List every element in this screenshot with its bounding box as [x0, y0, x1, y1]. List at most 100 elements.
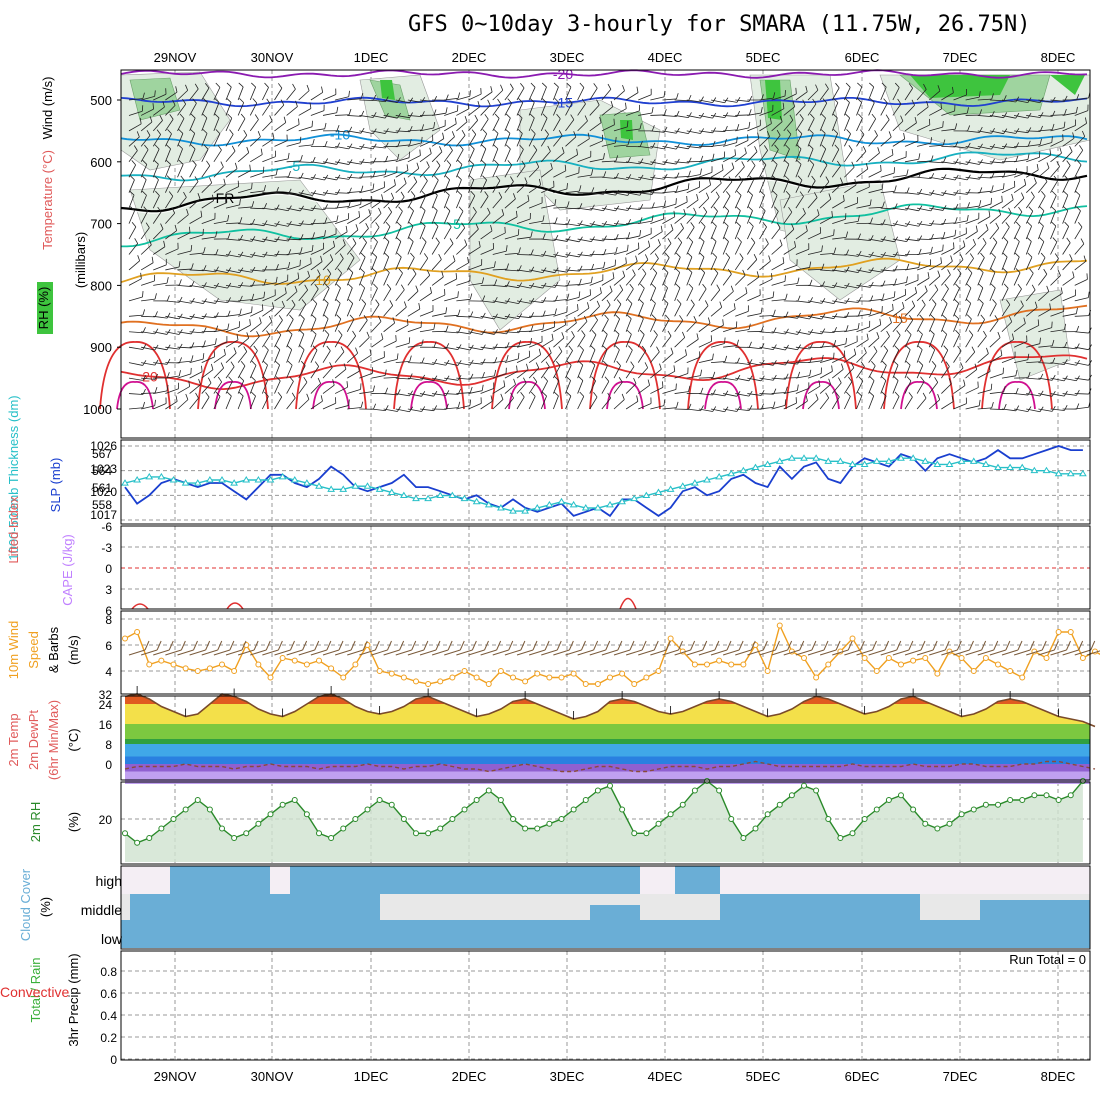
wind-barb	[565, 269, 580, 272]
wind-barb	[1038, 181, 1048, 193]
wind-barb-flag	[651, 142, 656, 149]
wind-speed-marker	[546, 674, 553, 681]
rh-legend-swatch	[37, 282, 53, 334]
wind-barb	[165, 91, 178, 101]
wind-barb-flag	[310, 257, 312, 264]
wind-barb-flag	[227, 323, 230, 330]
wind-barb	[383, 198, 394, 209]
wind-barb-flag	[657, 239, 661, 245]
wind-barb-flag	[791, 223, 795, 230]
wind-barb	[904, 292, 917, 302]
wind-barb-flag	[320, 395, 323, 402]
wind-barb	[1074, 315, 1089, 317]
wind-barb	[601, 291, 613, 302]
wind-barb-flag	[905, 360, 911, 366]
surface-wind-barb	[941, 649, 958, 656]
wind-barb-flag	[877, 147, 880, 154]
wind-barb	[298, 207, 313, 211]
wind-barb-flag	[214, 113, 220, 119]
wind-barb-flag	[457, 309, 461, 316]
wind-speed-marker	[861, 655, 868, 661]
wind-barb	[432, 346, 447, 350]
wind-barb-flag	[284, 287, 287, 294]
thickness-marker	[1018, 463, 1027, 471]
slp-tick-label: 1020	[90, 485, 117, 499]
wind-speed-marker	[910, 657, 917, 664]
wind-barb-flag	[324, 204, 328, 210]
wind-barb-flag	[332, 379, 335, 386]
wind-barb	[347, 145, 362, 150]
surface-wind-barb-flag	[338, 640, 344, 651]
wind-barb	[953, 385, 966, 394]
wind-barb	[286, 238, 301, 241]
wind-barb	[431, 138, 445, 147]
wind-barb	[723, 142, 737, 147]
wind-barb	[916, 381, 925, 394]
wind-barb-flag	[456, 175, 462, 180]
surface-wind-barb-flag	[605, 640, 611, 651]
wind-barb	[262, 295, 276, 302]
wind-barb-flag	[359, 268, 365, 273]
wind-barb	[965, 318, 972, 332]
wind-barb-flag	[1027, 140, 1031, 147]
wind-barb-flag	[670, 224, 674, 230]
wind-barb-flag	[1076, 206, 1081, 212]
cape-axis-label: CAPE (J/kg)	[60, 534, 75, 606]
wind-barb	[941, 288, 949, 302]
wind-barb	[698, 226, 706, 240]
wind-barb	[237, 337, 250, 348]
wind-barb	[250, 190, 265, 194]
wind-barb	[1074, 279, 1088, 286]
wind-barb	[140, 135, 151, 147]
wind-barb	[298, 289, 308, 302]
wind-barb-flag	[652, 268, 658, 274]
wind-barb-flag	[342, 239, 346, 246]
wind-barb-flag	[324, 217, 328, 224]
wind-barb	[165, 212, 176, 224]
wind-barb-flag	[481, 159, 487, 165]
wind-barb-flag	[761, 403, 765, 410]
wind-barb-flag	[724, 138, 727, 145]
wind-barb	[977, 115, 992, 118]
wind-barb-flag	[475, 223, 479, 230]
wind-barb	[832, 254, 847, 256]
wind-barb	[844, 396, 851, 410]
wind-barb-flag	[894, 82, 900, 88]
wind-barb	[832, 300, 847, 304]
wind-barb-flag	[736, 374, 741, 381]
wind-barb	[917, 176, 932, 180]
wind-barb-flag	[300, 247, 303, 254]
surface-wind-barb	[383, 649, 400, 656]
wind-barb	[698, 184, 711, 194]
wind-barb	[177, 103, 187, 116]
thickness-marker	[230, 479, 239, 486]
thickness-marker	[460, 494, 469, 502]
wind-barb-flag	[805, 395, 808, 402]
wind-barb-flag	[276, 329, 282, 335]
wind-barb-flag	[191, 355, 194, 362]
wind-barb	[1013, 323, 1026, 333]
wind-barb-flag	[345, 225, 348, 232]
wind-barb-flag	[239, 98, 244, 103]
wind-barb-flag	[845, 231, 849, 238]
wind-barb	[880, 136, 892, 147]
wind-barb-flag	[192, 98, 197, 104]
surface-wind-barb	[735, 649, 752, 656]
wind-barb	[529, 285, 543, 289]
wind-barb-flag	[686, 195, 688, 203]
wind-barb	[637, 273, 647, 286]
wind-barb	[868, 170, 882, 178]
wind-barb-flag	[500, 393, 504, 400]
wind-barb-flag	[287, 360, 293, 366]
wind-barb-flag	[820, 113, 826, 119]
wind-barb	[1026, 408, 1041, 413]
wind-barb-flag	[535, 362, 540, 369]
wind-barb	[480, 118, 489, 132]
wind-barb	[929, 250, 943, 255]
wind-barb-flag	[372, 183, 375, 190]
wind-barb	[456, 377, 471, 380]
wind-barb	[274, 238, 289, 242]
surface-wind-barb	[128, 649, 146, 656]
surface-wind-barb	[880, 649, 897, 656]
surface-wind-barb	[528, 649, 546, 656]
